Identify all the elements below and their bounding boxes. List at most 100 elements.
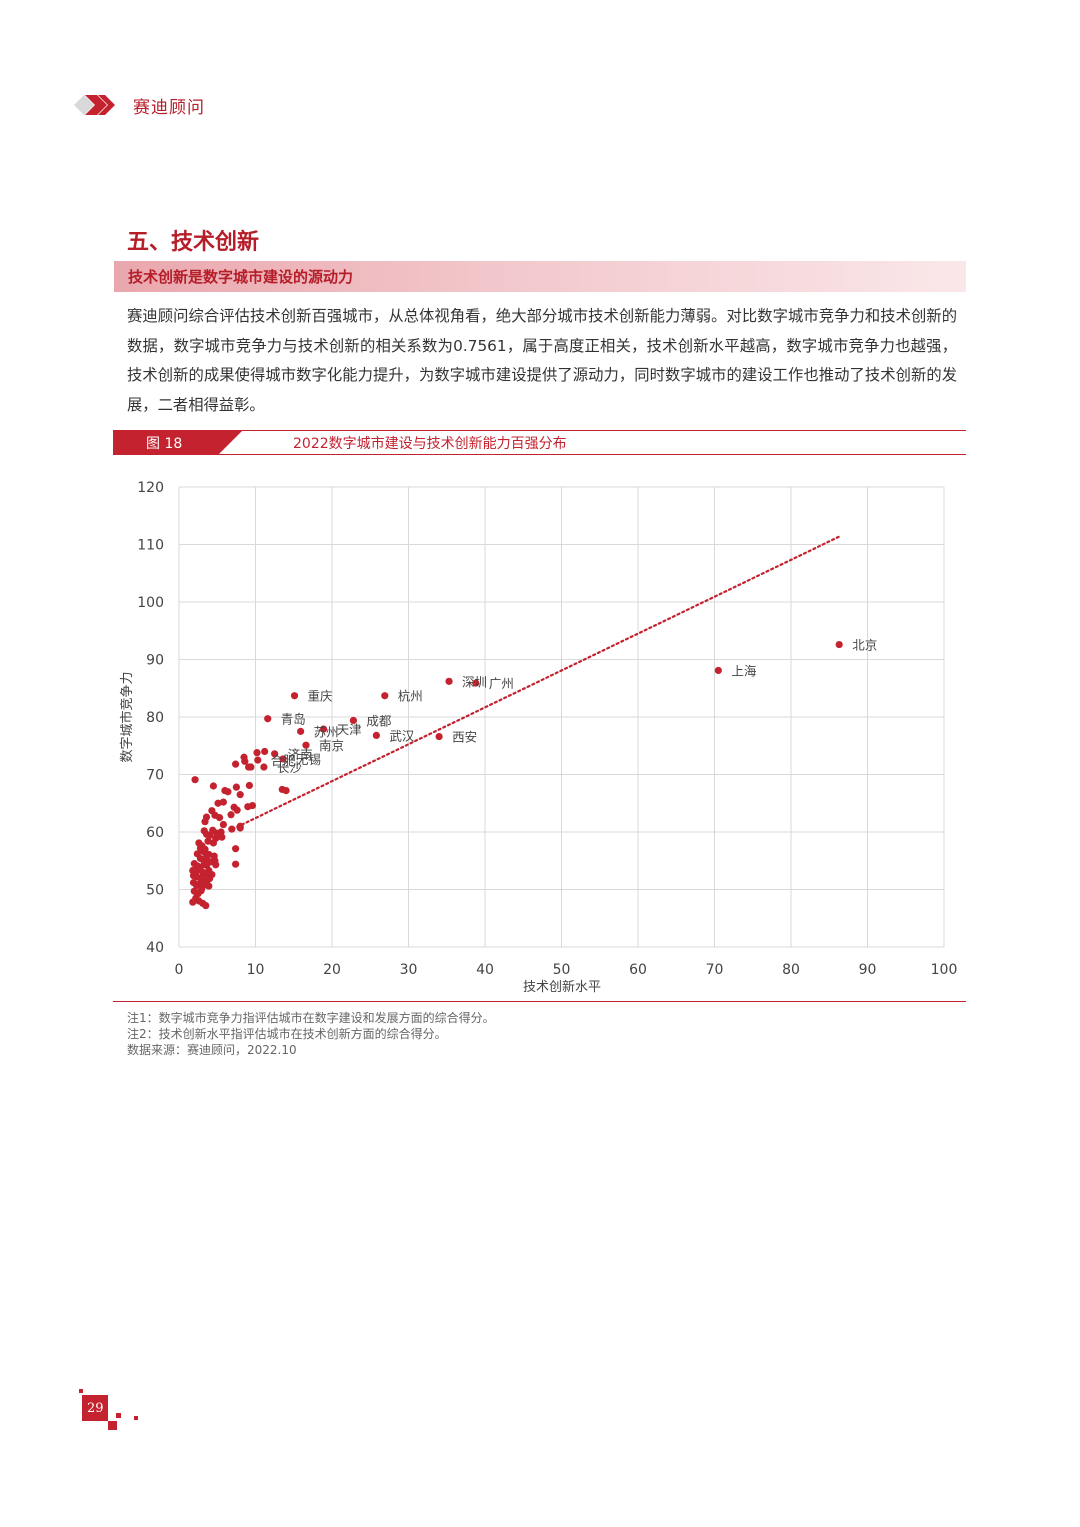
x-tick-label: 0 xyxy=(175,962,184,978)
data-point xyxy=(236,822,244,830)
data-point xyxy=(212,834,220,842)
y-axis-label: 数字城市竞争力 xyxy=(119,671,135,762)
data-point xyxy=(215,814,224,822)
figure-title: 2022数字城市建设与技术创新能力百强分布 xyxy=(293,436,567,452)
x-tick-label: 40 xyxy=(476,962,494,978)
data-point xyxy=(206,831,214,840)
data-point xyxy=(214,799,222,807)
x-tick-label: 50 xyxy=(553,962,571,978)
data-point-济南 xyxy=(271,750,279,758)
data-point xyxy=(205,882,213,890)
data-point-合肥 xyxy=(254,756,262,764)
y-tick-label: 70 xyxy=(146,768,164,784)
data-point xyxy=(219,820,227,829)
data-point xyxy=(253,749,261,757)
data-point-北京 xyxy=(835,640,843,649)
data-point xyxy=(233,806,241,814)
data-point xyxy=(261,747,269,756)
subtitle-text: 技术创新是数字城市建设的源动力 xyxy=(128,268,354,286)
x-tick-label: 10 xyxy=(247,962,265,978)
figure-top-rule xyxy=(113,430,966,431)
figure-tag-shape xyxy=(113,430,243,455)
data-point xyxy=(232,845,240,853)
section-title: 五、技术创新 xyxy=(127,230,260,255)
data-point xyxy=(232,760,240,768)
point-label: 上海 xyxy=(731,663,757,678)
point-label: 无锡 xyxy=(296,752,321,767)
point-label: 成都 xyxy=(366,713,392,728)
data-point xyxy=(282,787,290,795)
x-tick-label: 100 xyxy=(931,962,958,978)
data-point xyxy=(189,898,197,906)
y-tick-label: 120 xyxy=(137,480,164,496)
point-label: 广州 xyxy=(489,676,514,691)
y-tick-label: 90 xyxy=(146,653,164,669)
y-tick-label: 100 xyxy=(137,595,164,611)
trendline xyxy=(231,534,842,831)
data-point xyxy=(221,787,229,795)
data-point xyxy=(227,811,235,819)
data-point-成都 xyxy=(349,716,358,725)
point-label: 南京 xyxy=(319,738,344,753)
y-tick-label: 60 xyxy=(146,825,164,841)
data-point-苏州 xyxy=(297,727,305,735)
trendline-group xyxy=(231,534,842,831)
data-point xyxy=(219,798,227,806)
point-label: 杭州 xyxy=(398,689,423,704)
point-label: 武汉 xyxy=(389,728,415,743)
x-axis-label: 技术创新水平 xyxy=(523,979,601,995)
data-point xyxy=(248,801,257,810)
data-point-南京 xyxy=(302,741,310,749)
data-point xyxy=(206,874,214,883)
page-number-decoration xyxy=(79,1389,138,1430)
data-point-杭州 xyxy=(381,692,389,700)
figure-label: 图 18 xyxy=(146,436,183,452)
x-tick-label: 90 xyxy=(859,962,877,978)
points-group xyxy=(189,640,843,910)
data-point-重庆 xyxy=(290,692,299,700)
point-label: 深圳 xyxy=(462,674,487,689)
note-1: 注1：数字城市竞争力指评估城市在数字建设和发展方面的综合得分。 xyxy=(127,1011,495,1025)
data-point xyxy=(232,783,240,791)
y-tick-label: 40 xyxy=(146,940,164,956)
brand-logo-icon xyxy=(74,95,115,115)
data-point xyxy=(218,833,226,841)
scatter-chart: 0 10 20 30 40 50 60 70 80 90 100 40 50 60 70 80 90 100 110… xyxy=(119,480,958,995)
grid xyxy=(178,486,945,948)
page-number: 29 xyxy=(87,1401,104,1416)
data-point-深圳 xyxy=(445,677,453,685)
y-tick-label: 110 xyxy=(137,538,164,554)
point-label: 苏州 xyxy=(314,724,339,739)
data-point xyxy=(212,861,220,869)
data-point-上海 xyxy=(714,666,722,675)
data-point xyxy=(191,776,199,784)
data-point xyxy=(210,852,218,860)
subtitle-banner: 技术创新是数字城市建设的源动力 xyxy=(114,261,966,292)
data-point xyxy=(247,763,255,771)
x-tick-label: 70 xyxy=(706,962,724,978)
data-source: 数据来源：赛迪顾问，2022.10 xyxy=(127,1043,297,1057)
data-point xyxy=(236,791,244,799)
x-tick-label: 20 xyxy=(323,962,341,978)
data-point xyxy=(199,847,208,856)
data-point xyxy=(202,902,210,910)
x-tick-label: 80 xyxy=(782,962,800,978)
note-2: 注2：技术创新水平指评估城市在技术创新方面的综合得分。 xyxy=(127,1027,447,1041)
point-label: 西安 xyxy=(452,730,477,745)
data-point xyxy=(241,757,249,765)
y-tick-label: 50 xyxy=(146,883,164,899)
y-tick-label: 80 xyxy=(146,710,164,726)
figure-header: 图 18 2022数字城市建设与技术创新能力百强分布 xyxy=(113,430,966,456)
data-point-无锡 xyxy=(279,755,287,763)
data-point xyxy=(201,818,209,826)
x-tick-label: 60 xyxy=(629,962,647,978)
body-paragraph: 赛迪顾问综合评估技术创新百强城市，从总体视角看，绝大部分城市技术创新能力薄弱。对… xyxy=(127,307,957,414)
data-point xyxy=(228,825,236,833)
point-label: 济南 xyxy=(288,747,313,762)
x-tick-label: 30 xyxy=(400,962,418,978)
data-point-长沙 xyxy=(260,763,268,771)
data-point xyxy=(232,860,240,868)
point-label: 青岛 xyxy=(281,712,306,727)
point-label: 重庆 xyxy=(308,689,334,704)
